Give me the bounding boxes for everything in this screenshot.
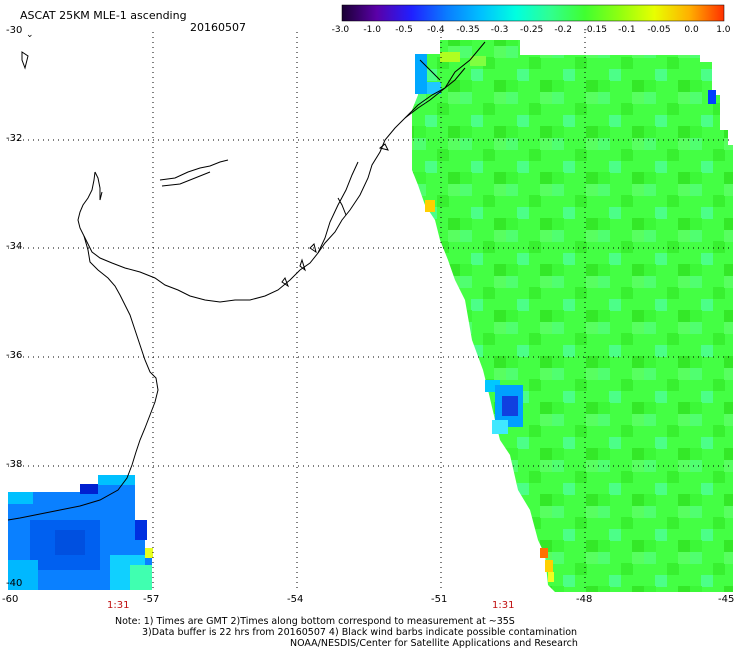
product-title: ASCAT 25KM MLE-1 ascending <box>20 9 187 22</box>
colorbar-tick-label: -1.0 <box>363 25 381 35</box>
lat-label: -38 <box>6 459 23 470</box>
lon-label: -57 <box>143 594 160 605</box>
colorbar-tick-label: -0.25 <box>520 25 544 35</box>
colorbar-tick-label: 1.0 <box>716 25 731 35</box>
north-tick-icon: ⌄ <box>26 30 34 40</box>
colorbar-tick-label: -3.0 <box>331 25 350 35</box>
colorbar-tick-label: -0.35 <box>456 25 480 35</box>
colorbar-gradient <box>341 4 725 22</box>
colorbar-tick-label: -0.15 <box>583 25 607 35</box>
colorbar-tick-label: -0.5 <box>395 25 413 35</box>
lat-label: -32 <box>6 133 23 144</box>
colorbar-tick-label: -0.05 <box>647 25 671 35</box>
lon-label: -60 <box>2 594 19 605</box>
lon-label: -48 <box>576 594 593 605</box>
colorbar-tick-label: -0.2 <box>554 25 572 35</box>
graticule <box>8 32 733 590</box>
lon-label: -45 <box>718 594 735 605</box>
lat-label: -34 <box>6 241 23 252</box>
pass-time-label: 1:31 <box>107 600 130 611</box>
colorbar <box>341 4 725 22</box>
lon-label: -51 <box>431 594 448 605</box>
lat-label: -36 <box>6 350 23 361</box>
lat-label: -30 <box>6 25 23 36</box>
lon-label: -54 <box>287 594 304 605</box>
data-swath-east <box>412 40 733 592</box>
data-swath-southwest <box>8 475 153 590</box>
note-line-2: 3)Data buffer is 22 hrs from 20160507 4)… <box>142 627 578 638</box>
colorbar-tick-label: 0.0 <box>684 25 699 35</box>
coastline <box>7 41 486 521</box>
colorbar-tick-label: -0.4 <box>427 25 445 35</box>
pass-time-label: 1:31 <box>492 600 515 611</box>
colorbar-tick-label: -0.1 <box>618 25 636 35</box>
product-date: 20160507 <box>190 21 246 34</box>
note-line-1: Note: 1) Times are GMT 2)Times along bot… <box>115 616 515 627</box>
lat-label: -40 <box>6 578 23 589</box>
note-line-3: NOAA/NESDIS/Center for Satellite Applica… <box>290 638 578 649</box>
colorbar-tick-label: -0.3 <box>490 25 509 35</box>
